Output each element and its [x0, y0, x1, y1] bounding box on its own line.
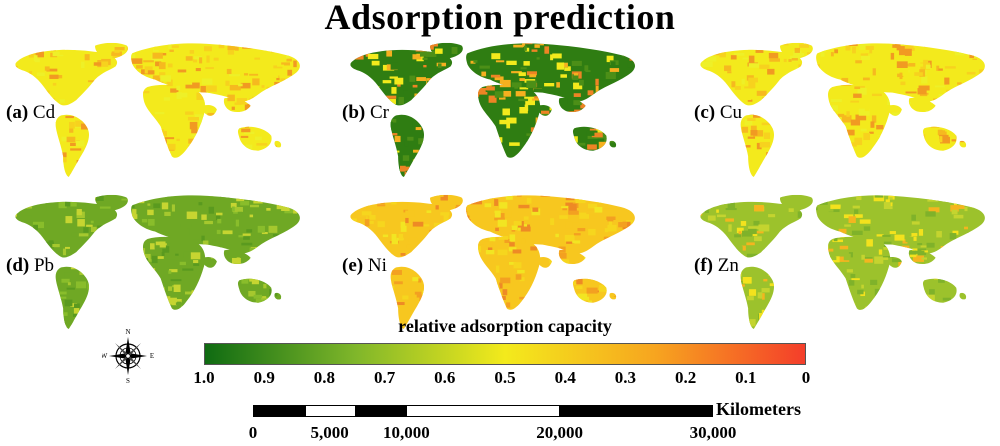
- scale-bar-unit: Kilometers: [716, 399, 801, 419]
- colorbar-tick: 0.8: [313, 368, 336, 387]
- panel-metal: Ni: [367, 255, 387, 276]
- panel-label-pb: (d) Pb: [6, 255, 54, 277]
- panel-label-ni: (e) Ni: [342, 255, 387, 277]
- panel-label-cr: (b) Cr: [342, 102, 389, 124]
- panel-letter: (b): [342, 102, 366, 123]
- scale-bar-tick: 30,000: [689, 423, 737, 442]
- compass-n: N: [125, 328, 130, 336]
- scale-bar-tick: 10,000: [382, 423, 430, 442]
- colorbar-tick: 0.2: [674, 368, 697, 387]
- colorbar-tick: 1.0: [193, 368, 215, 387]
- scale-bar-tick: 20,000: [536, 423, 584, 442]
- panel-label-cu: (c) Cu: [694, 102, 742, 124]
- compass-e: E: [150, 352, 154, 360]
- panel-letter: (d): [6, 255, 30, 276]
- colorbar-tick: 0.4: [554, 368, 576, 387]
- scale-bar-segment: [559, 405, 713, 417]
- scale-bar-segment: [253, 405, 306, 417]
- colorbar-tick: 0.3: [614, 368, 637, 387]
- compass-rose-icon: N S W E: [102, 328, 154, 384]
- colorbar-tick: 0: [801, 368, 811, 387]
- world-map-zn: [700, 194, 985, 329]
- scale-bar-tick: 5,000: [310, 423, 349, 442]
- panel-letter: (e): [342, 255, 364, 276]
- figure-title: Adsorption prediction: [324, 0, 676, 37]
- colorbar-title: relative adsorption capacity: [398, 316, 612, 336]
- compass-s: S: [126, 377, 130, 384]
- colorbar-tick: 0.9: [253, 368, 275, 387]
- colorbar-tick: 0.5: [494, 368, 516, 387]
- colorbar-tick: 0.1: [735, 368, 757, 387]
- world-map-ni: [350, 194, 635, 329]
- colorbar-tick: 0.7: [373, 368, 396, 387]
- panel-letter: (f): [694, 255, 713, 276]
- panel-label-zn: (f) Zn: [694, 255, 739, 277]
- panel-metal: Zn: [717, 255, 739, 276]
- scale-bar-segment: [406, 405, 560, 417]
- panel-letter: (a): [6, 102, 29, 123]
- panel-metal: Pb: [33, 255, 55, 276]
- colorbar: [204, 343, 806, 365]
- compass-w: W: [102, 352, 108, 360]
- panel-metal: Cr: [369, 102, 389, 123]
- colorbar-tick: 0.6: [434, 368, 456, 387]
- world-map-pb: [15, 194, 300, 329]
- scale-bar-segment: [305, 405, 356, 417]
- panel-metal: Cd: [32, 102, 56, 123]
- panel-letter: (c): [694, 102, 716, 123]
- panel-label-cd: (a) Cd: [6, 102, 55, 124]
- scale-bar: [253, 405, 713, 417]
- world-map-cu: [700, 42, 985, 177]
- world-map-cd: [15, 42, 300, 177]
- scale-bar-segment: [355, 405, 407, 417]
- panel-metal: Cu: [719, 102, 743, 123]
- world-map-cr: [350, 42, 635, 177]
- scale-bar-tick: 0: [248, 423, 258, 442]
